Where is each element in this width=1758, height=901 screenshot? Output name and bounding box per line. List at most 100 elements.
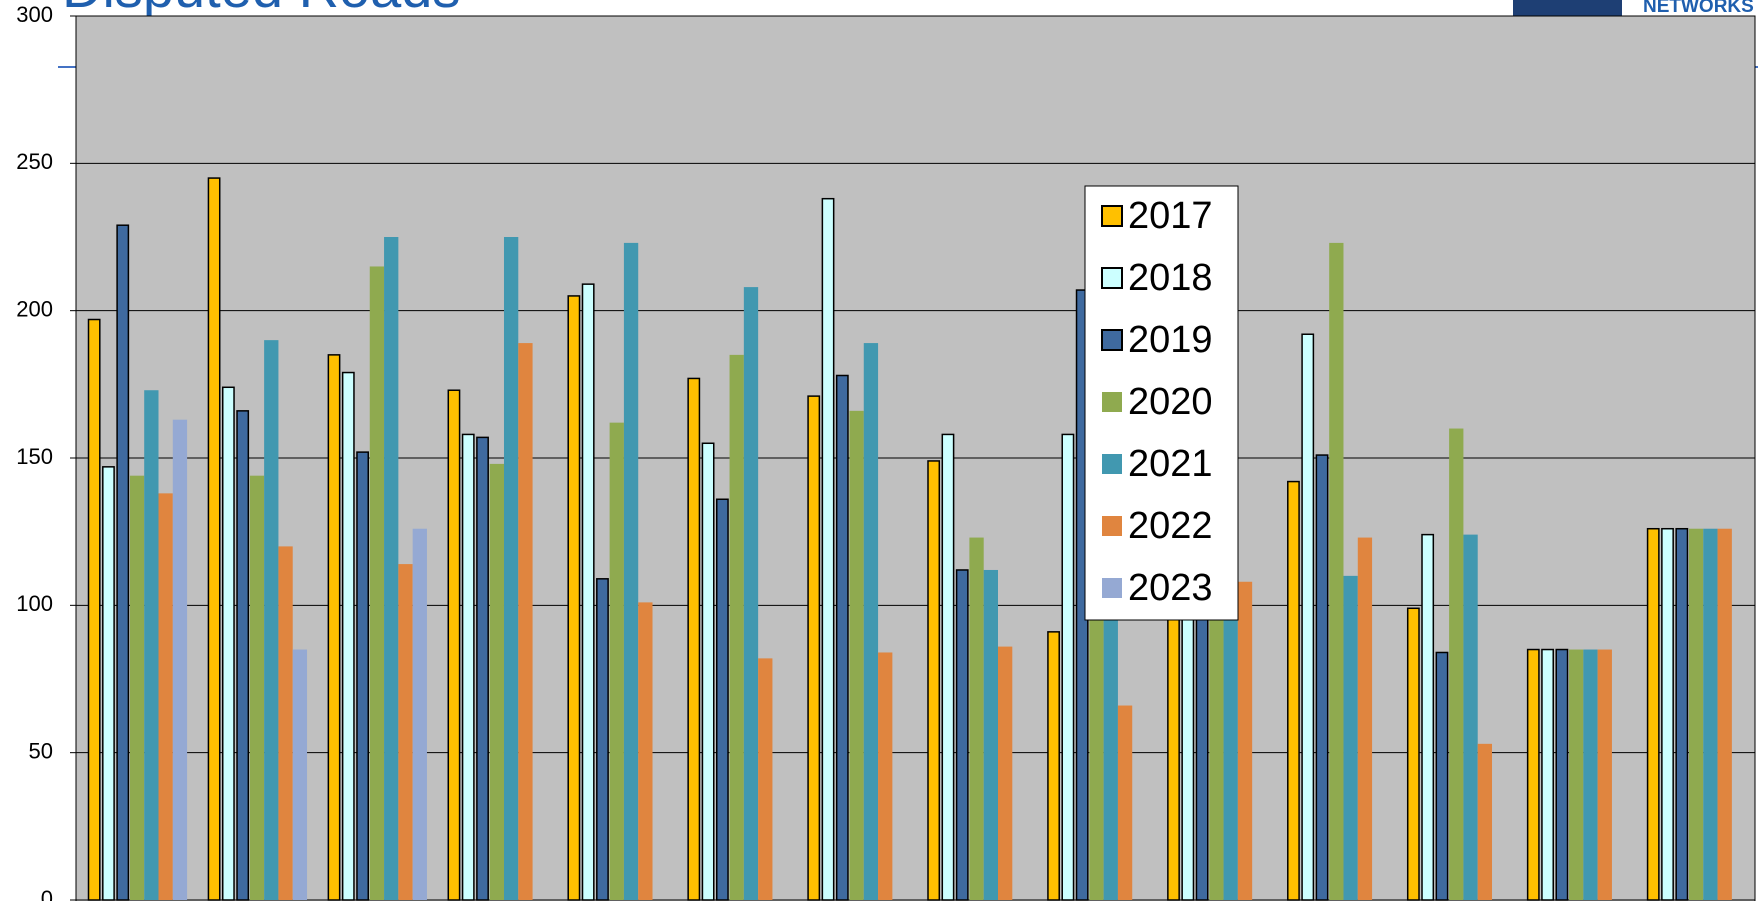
legend-swatch: [1101, 267, 1123, 289]
bar: [327, 354, 341, 901]
bar: [1237, 581, 1253, 900]
bar: [1287, 480, 1300, 901]
logo-mark: [1513, 0, 1622, 16]
bar: [821, 197, 835, 901]
chart-title: Disputed Roads: [62, 0, 460, 19]
y-tick-label: 250: [16, 149, 53, 174]
legend-label: 2019: [1128, 319, 1213, 361]
legend-swatch: [1102, 454, 1122, 474]
bar: [461, 433, 475, 901]
bar: [1703, 528, 1718, 900]
bar: [518, 343, 533, 901]
bar: [1463, 534, 1478, 900]
bar: [927, 460, 941, 901]
legend-label: 2018: [1128, 257, 1213, 299]
bar: [1646, 527, 1660, 901]
bar: [207, 177, 221, 901]
bar: [729, 354, 744, 900]
bar: [1597, 649, 1612, 900]
bar: [998, 646, 1013, 900]
bar: [102, 466, 115, 901]
legend-label: 2020: [1128, 381, 1213, 423]
bar: [221, 386, 235, 901]
bar: [1047, 631, 1060, 901]
bar: [1089, 561, 1104, 900]
bar: [1343, 575, 1358, 900]
bar: [1315, 454, 1329, 901]
y-tick-label: 50: [29, 738, 53, 763]
bar: [1061, 433, 1075, 901]
y-tick-label: 300: [16, 2, 53, 27]
bar: [1357, 537, 1373, 900]
bar: [1435, 651, 1449, 901]
bar: [489, 463, 504, 900]
bar: [969, 537, 984, 900]
bar: [1477, 743, 1493, 900]
bar: [341, 371, 355, 901]
bar: [1421, 533, 1435, 901]
bar: [1526, 648, 1540, 901]
bar: [863, 343, 879, 901]
bar: [701, 442, 715, 901]
bar: [638, 602, 653, 900]
bar: [878, 652, 893, 900]
bar: [356, 451, 370, 901]
bar: [369, 266, 385, 900]
legend-label: 2023: [1128, 567, 1213, 609]
bar: [1717, 528, 1732, 900]
bar: [1583, 649, 1598, 900]
bar: [172, 419, 188, 900]
bar: [1675, 527, 1689, 901]
bar: [609, 422, 624, 900]
bar: [743, 287, 759, 900]
legend-swatch: [1101, 329, 1123, 351]
legend-label: 2022: [1128, 505, 1213, 547]
bar: [835, 374, 849, 901]
bar: [412, 528, 427, 900]
logo-text: NETWORKS: [1643, 0, 1754, 17]
bar: [1569, 649, 1584, 900]
bar: [264, 340, 279, 901]
bar: [983, 569, 998, 900]
legend-label: 2017: [1128, 195, 1213, 237]
legend-label: 2021: [1128, 443, 1213, 485]
legend-swatch: [1102, 578, 1122, 598]
y-tick-label: 100: [16, 591, 53, 616]
bar: [278, 546, 293, 900]
bar: [1541, 648, 1554, 901]
bar: [292, 649, 308, 900]
bar: [715, 498, 729, 901]
bar: [87, 318, 101, 901]
bar: [1329, 242, 1344, 901]
y-tick-label: 150: [16, 444, 53, 469]
y-tick-label: 0: [41, 886, 53, 901]
legend-swatch: [1101, 205, 1123, 227]
bar: [1661, 527, 1674, 901]
bar: [1555, 648, 1569, 901]
bar: [249, 475, 265, 900]
bar: [1117, 705, 1133, 900]
bar: [687, 377, 701, 901]
y-tick-label: 200: [16, 296, 53, 321]
bar: [758, 658, 773, 900]
bar: [1449, 428, 1464, 900]
legend-swatch: [1102, 516, 1122, 536]
bar: [596, 578, 609, 901]
bar: [581, 283, 595, 901]
bar: [955, 569, 969, 901]
bar: [398, 564, 413, 900]
legend-swatch: [1102, 392, 1122, 412]
bar: [503, 237, 519, 900]
bar: [476, 436, 489, 901]
bar: [384, 237, 399, 900]
bar: [144, 390, 159, 900]
bar: [1406, 607, 1420, 901]
bar: [129, 475, 145, 900]
bar: [158, 493, 173, 900]
bar: [623, 242, 639, 901]
bar: [849, 410, 864, 900]
bar: [567, 295, 581, 901]
bar: [116, 224, 130, 901]
